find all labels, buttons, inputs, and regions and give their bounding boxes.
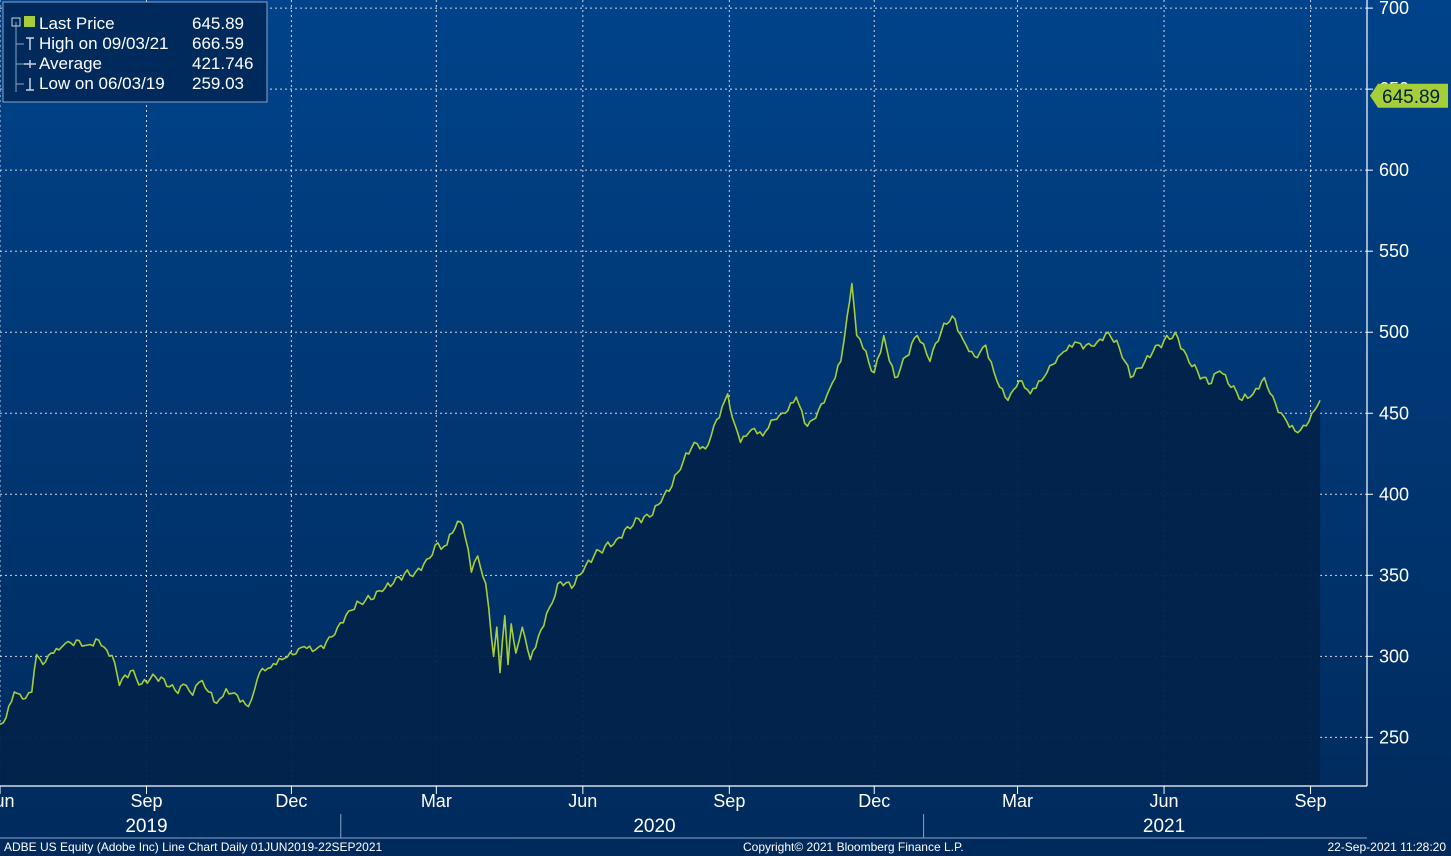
legend-tree-line xyxy=(15,22,24,92)
y-tick-label: 450 xyxy=(1379,403,1409,423)
axes: 700650600550500450400350300250JunSepDecM… xyxy=(0,0,1409,839)
last-price-tag: 645.89 xyxy=(1370,83,1448,108)
y-tick-label: 600 xyxy=(1379,160,1409,180)
x-tick-label: Jun xyxy=(568,791,597,811)
price-line xyxy=(0,282,1321,726)
low-marker-icon xyxy=(26,78,34,91)
footer-copyright: Copyright© 2021 Bloomberg Finance L.P. xyxy=(743,840,964,854)
legend-value: 645.89 xyxy=(192,14,244,33)
x-tick-label: Dec xyxy=(858,791,890,811)
legend-value: 421.746 xyxy=(192,54,253,73)
footer-chart-description: ADBE US Equity (Adobe Inc) Line Chart Da… xyxy=(4,840,383,854)
year-label: 2019 xyxy=(125,816,167,837)
y-tick-label: 250 xyxy=(1379,727,1409,747)
y-tick-label: 350 xyxy=(1379,565,1409,585)
collapse-icon[interactable] xyxy=(11,17,21,27)
legend-label: Average xyxy=(39,54,102,73)
legend: Last Price 645.89 High on 09/03/21 666.5… xyxy=(2,1,268,103)
x-tick-label: Dec xyxy=(275,791,307,811)
legend-value: 666.59 xyxy=(192,34,244,53)
y-tick-label: 550 xyxy=(1379,241,1409,261)
average-marker-icon xyxy=(24,60,36,68)
last-price-tag-value: 645.89 xyxy=(1382,87,1440,108)
y-tick-label: 700 xyxy=(1379,0,1409,18)
x-tick-label: Mar xyxy=(421,791,452,811)
legend-item-high: High on 09/03/21 666.59 xyxy=(26,34,244,53)
legend-item-last-price: Last Price 645.89 xyxy=(24,14,244,33)
legend-label: Last Price xyxy=(39,14,115,33)
footer-timestamp: 22-Sep-2021 11:28:20 xyxy=(1327,840,1446,854)
square-icon xyxy=(24,16,35,27)
y-tick-label: 300 xyxy=(1379,646,1409,666)
legend-label: High on 09/03/21 xyxy=(39,34,169,53)
last-price-tag-shape xyxy=(1370,83,1448,108)
y-tick-label: 500 xyxy=(1379,322,1409,342)
legend-item-low: Low on 06/03/19 259.03 xyxy=(26,74,244,93)
year-label: 2021 xyxy=(1143,816,1185,837)
x-tick-label: Jun xyxy=(1150,791,1179,811)
x-tick-label: Sep xyxy=(1295,791,1327,811)
legend-item-average: Average 421.746 xyxy=(24,54,253,73)
footer: ADBE US Equity (Adobe Inc) Line Chart Da… xyxy=(4,840,1446,854)
price-area-fill xyxy=(0,283,1321,786)
legend-value: 259.03 xyxy=(192,74,244,93)
legend-label: Low on 06/03/19 xyxy=(39,74,165,93)
high-marker-icon xyxy=(26,37,34,50)
x-tick-label: Sep xyxy=(713,791,745,811)
x-tick-label: Mar xyxy=(1002,791,1033,811)
price-area xyxy=(0,282,1321,786)
year-label: 2020 xyxy=(633,816,675,837)
y-tick-label: 400 xyxy=(1379,484,1409,504)
x-tick-label: Sep xyxy=(130,791,162,811)
x-tick-label: Jun xyxy=(0,791,15,811)
legend-box xyxy=(2,1,268,103)
